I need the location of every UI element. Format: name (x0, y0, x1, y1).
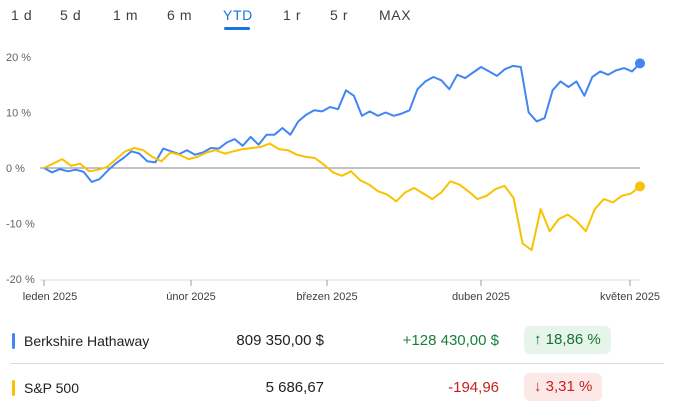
x-tick-label: leden 2025 (23, 291, 77, 303)
tab-1-day[interactable]: 1 d (11, 7, 33, 23)
series-line (43, 142, 641, 252)
series-price: 809 350,00 $ (236, 332, 324, 349)
tab-1-month[interactable]: 1 m (113, 7, 139, 23)
active-tab-indicator (224, 27, 250, 30)
series-endpoint-marker (635, 58, 645, 69)
x-tick-label: únor 2025 (166, 291, 216, 303)
legend-divider (10, 363, 664, 364)
legend-row-berkshire[interactable]: Berkshire Hathaway 809 350,00 $ +128 430… (0, 321, 674, 361)
series-name: S&P 500 (24, 380, 80, 396)
time-range-tabs: 1 d 5 d 1 m 6 m YTD 1 r 5 r MAX (0, 0, 674, 32)
x-tick-label: květen 2025 (600, 291, 660, 303)
series-change: +128 430,00 $ (402, 332, 499, 349)
series-color-swatch (12, 380, 15, 396)
legend-row-sp500[interactable]: S&P 500 5 686,67 -194,96 ↓ 3,31 % (0, 368, 674, 408)
x-tick-label: duben 2025 (452, 291, 510, 303)
series-color-swatch (12, 333, 15, 349)
x-tick-label: březen 2025 (296, 291, 357, 303)
series-name: Berkshire Hathaway (24, 333, 150, 349)
y-tick-label: -20 % (6, 274, 35, 286)
tab-1-year[interactable]: 1 r (283, 7, 302, 23)
y-tick-label: 10 % (6, 108, 31, 120)
y-tick-label: 20 % (6, 52, 31, 64)
series-percent-badge: ↑ 18,86 % (524, 326, 611, 354)
tab-5-days[interactable]: 5 d (60, 7, 82, 23)
tab-6-months[interactable]: 6 m (167, 7, 193, 23)
series-endpoint-marker (635, 181, 645, 192)
series-percent-badge: ↓ 3,31 % (524, 373, 603, 401)
y-tick-label: -10 % (6, 219, 35, 231)
price-chart[interactable]: 20 % 10 % 0 % -10 % -20 % leden 2025 únor 2025… (0, 36, 674, 312)
series-change: -194,96 (448, 379, 499, 396)
series-price: 5 686,67 (265, 379, 324, 396)
y-tick-label: 0 % (6, 163, 25, 175)
series-line (43, 62, 641, 183)
tab-5-years[interactable]: 5 r (330, 7, 349, 23)
tab-max[interactable]: MAX (379, 7, 412, 23)
tab-ytd[interactable]: YTD (223, 7, 253, 23)
